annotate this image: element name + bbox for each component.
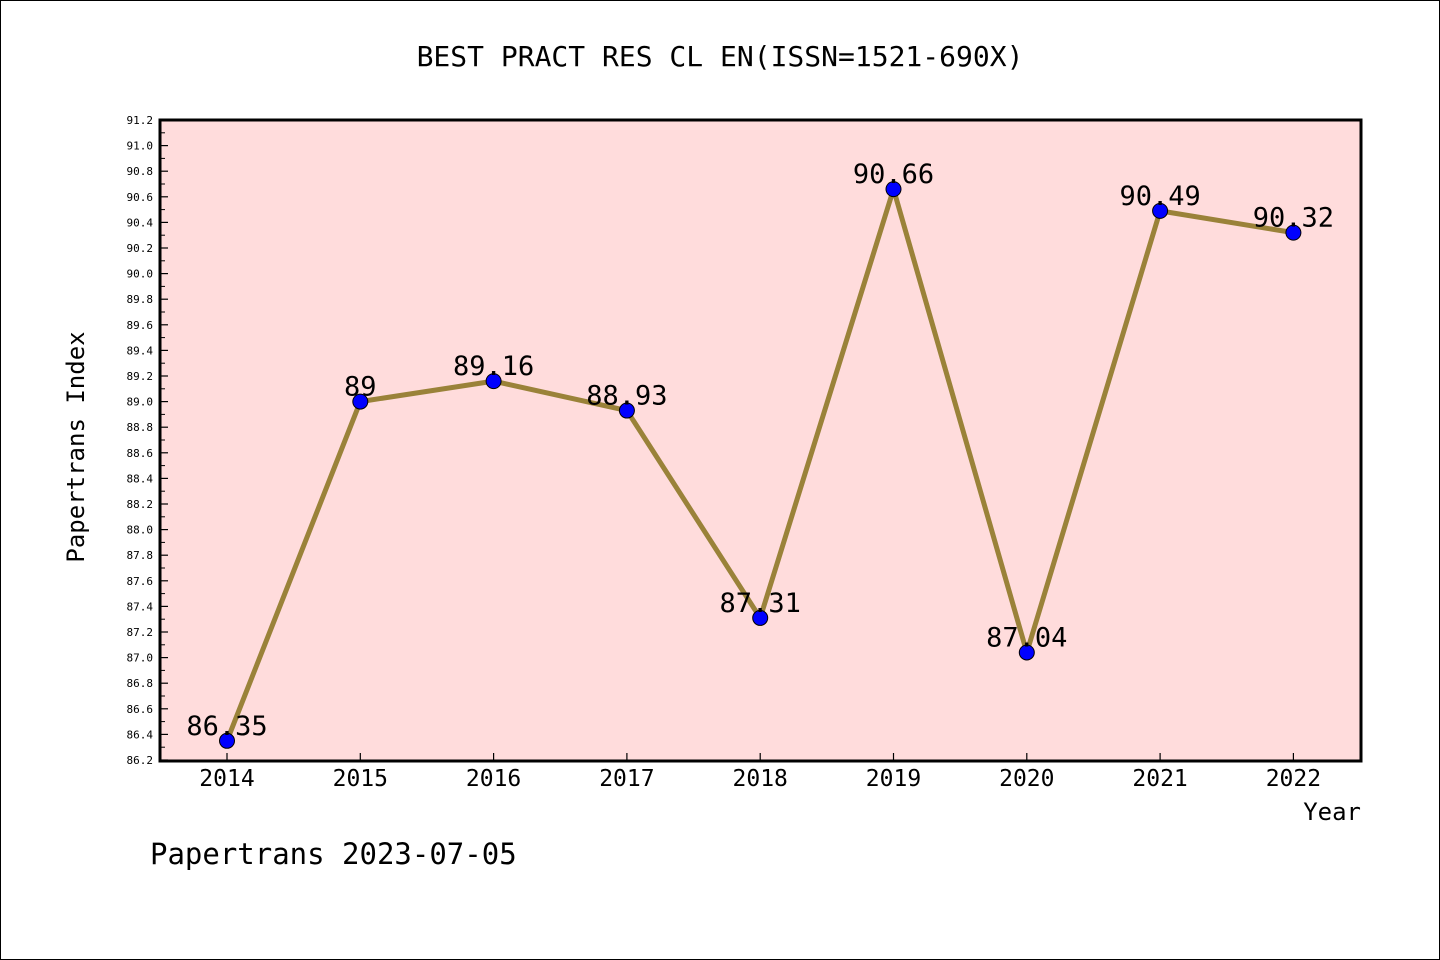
data-point [1152, 202, 1169, 219]
y-tick-label: 91.0 [127, 140, 154, 153]
data-label: 90.32 [1253, 203, 1334, 234]
y-tick-label: 89.8 [127, 293, 154, 306]
data-point [1018, 644, 1035, 661]
y-tick-label: 88.6 [127, 447, 154, 460]
x-tick-label: 2016 [466, 766, 521, 792]
y-tick-label: 87.2 [127, 626, 154, 639]
y-tick-label: 87.8 [127, 549, 154, 562]
y-tick-label: 91.2 [127, 114, 154, 127]
y-tick-label: 89.4 [127, 344, 154, 357]
data-label: 86.35 [186, 711, 267, 742]
y-tick-label: 87.4 [127, 600, 154, 613]
y-tick-label: 88.8 [127, 421, 154, 434]
x-tick-label: 2021 [1132, 766, 1187, 792]
x-tick-label: 2015 [333, 766, 388, 792]
x-tick-label: 2018 [733, 766, 788, 792]
y-tick-label: 89.2 [127, 370, 154, 383]
plot-area [158, 118, 1363, 763]
data-label: 89 [344, 372, 377, 403]
data-label: 90.49 [1119, 181, 1200, 212]
y-tick-label: 87.0 [127, 652, 154, 665]
data-point [752, 609, 769, 626]
y-tick-label: 90.2 [127, 242, 154, 255]
y-tick-label: 86.2 [127, 754, 154, 767]
y-tick-label: 90.6 [127, 191, 154, 204]
y-tick-label: 88.4 [127, 472, 154, 485]
y-tick-label: 88.2 [127, 498, 154, 511]
x-axis: 2014 2015 2016 2017 2018 2019 2020 2021 2022 [199, 753, 1321, 792]
data-label: 87.04 [986, 622, 1067, 653]
x-tick-label: 2014 [199, 766, 254, 792]
y-tick-label: 86.4 [127, 728, 154, 741]
x-axis-title: Year [1303, 798, 1361, 826]
data-label: 89.16 [453, 351, 534, 382]
y-tick-label: 88.0 [127, 524, 154, 537]
y-tick-label: 87.6 [127, 575, 154, 588]
data-point [352, 393, 369, 410]
data-point [618, 402, 635, 419]
x-tick-label: 2017 [599, 766, 654, 792]
y-axis-title: Papertrans Index [62, 331, 90, 562]
data-label: 88.93 [586, 381, 667, 412]
data-point [485, 373, 502, 390]
data-label: 90.66 [853, 159, 934, 190]
y-tick-label: 90.4 [127, 216, 154, 229]
x-tick-label: 2020 [999, 766, 1054, 792]
y-axis: 86.2 86.4 86.6 86.8 87.0 87.2 87.4 87.6 87.8 88.0… [127, 114, 168, 767]
footer-caption: Papertrans 2023-07-05 [150, 837, 517, 871]
data-point [1285, 224, 1302, 241]
data-point [219, 732, 235, 749]
series-line-group: 86.35 89 89.16 88.93 87.31 90.66 87.04 90.49 90.… [186, 159, 1334, 749]
data-point [885, 181, 902, 198]
y-tick-label: 89.6 [127, 319, 154, 332]
y-tick-label: 90.0 [127, 268, 154, 281]
x-tick-label: 2022 [1266, 766, 1321, 792]
chart-title: BEST PRACT RES CL EN(ISSN=1521-690X) [417, 40, 1024, 73]
x-tick-label: 2019 [866, 766, 921, 792]
data-label: 87.31 [720, 588, 801, 619]
y-tick-label: 89.0 [127, 396, 154, 409]
y-tick-label: 86.6 [127, 703, 154, 716]
y-tick-label: 86.8 [127, 677, 154, 690]
y-tick-label: 90.8 [127, 165, 154, 178]
